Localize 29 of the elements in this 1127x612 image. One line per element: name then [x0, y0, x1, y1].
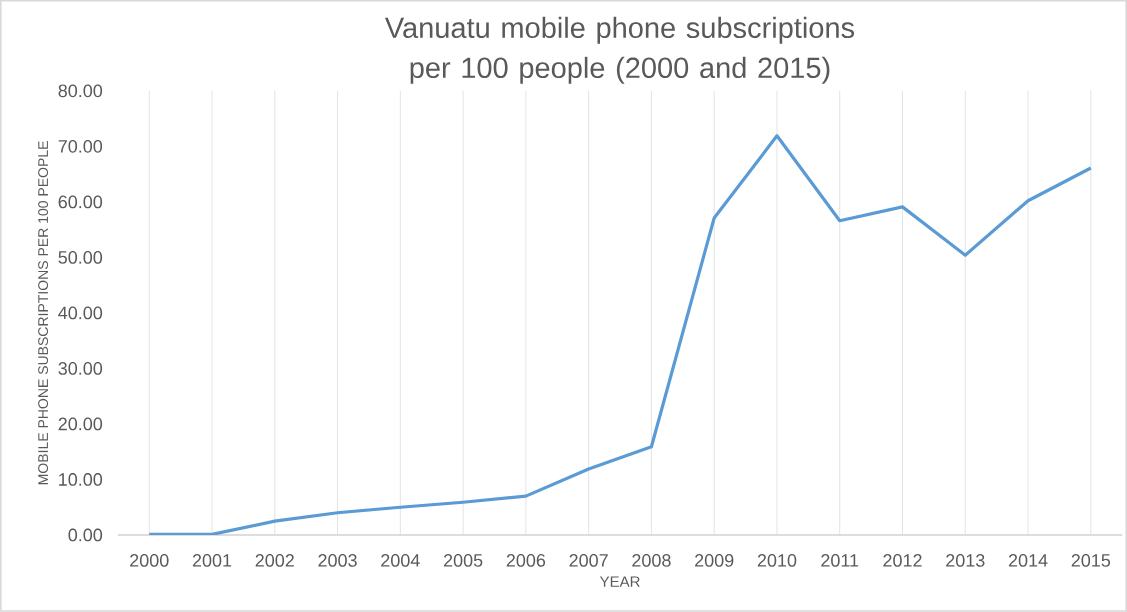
y-tick-label: 60.00 — [58, 195, 103, 209]
line-series — [147, 134, 1093, 536]
y-tick-label: 0.00 — [68, 528, 103, 542]
x-tick-label: 2007 — [569, 554, 608, 567]
x-tick-label: 2001 — [192, 554, 232, 567]
x-tick-label: 2002 — [255, 554, 294, 567]
x-tick-label: 2015 — [1071, 554, 1111, 567]
chart-title: Vanuatu mobile phone subscriptions per 100 people (2000 and 2015) — [384, 16, 855, 84]
y-tick-label: 80.00 — [58, 84, 103, 98]
x-tick-label: 2010 — [757, 554, 797, 567]
x-tick-label: 2014 — [1008, 554, 1048, 567]
x-tick-label: 2008 — [632, 554, 671, 567]
x-tick-label: 2005 — [443, 554, 483, 567]
x-tick-label: 2012 — [883, 554, 922, 567]
x-tick-label: 2011 — [821, 554, 859, 567]
y-tick-label: 50.00 — [58, 251, 103, 264]
y-tick-label: 40.00 — [58, 306, 103, 320]
y-tick-label: 30.00 — [58, 362, 103, 375]
y-tick-label: 70.00 — [58, 140, 103, 153]
y-tick-label: 20.00 — [58, 417, 103, 431]
x-tick-label: 2003 — [318, 554, 357, 567]
x-tick-label: 2013 — [946, 554, 985, 567]
y-tick-label: 10.00 — [59, 473, 103, 486]
y-axis-title: MOBILE PHONE SUBSCRIPTIONS PER 100 PEOPLE — [38, 141, 49, 485]
x-tick-label: 2006 — [506, 554, 546, 567]
x-tick-label: 2004 — [381, 554, 420, 567]
x-axis-title: YEAR — [599, 576, 640, 587]
x-tick-label: 2000 — [130, 554, 169, 567]
x-tick-label: 2009 — [695, 554, 734, 567]
